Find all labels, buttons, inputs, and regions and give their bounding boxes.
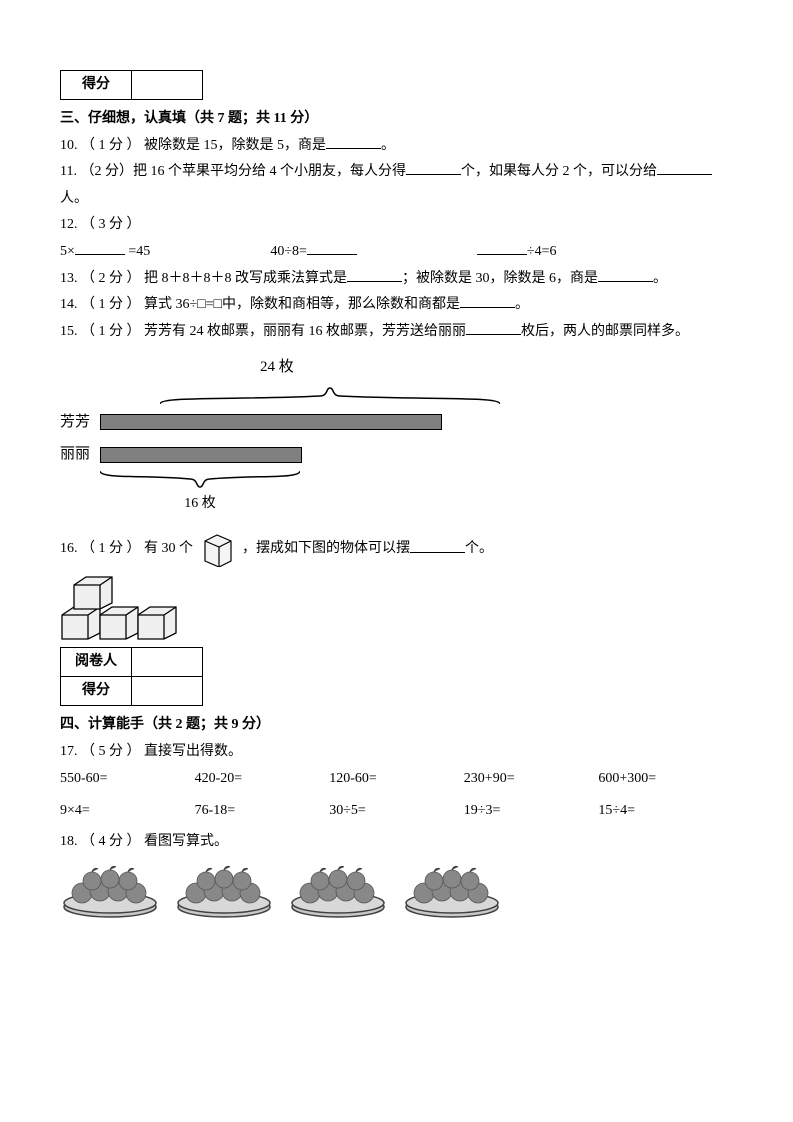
- calc-cell: 15÷4=: [598, 798, 733, 825]
- q12-3b: ÷4=6: [527, 244, 557, 259]
- plate-icon: [60, 863, 160, 919]
- score-label: 得分: [61, 71, 132, 100]
- blank[interactable]: [75, 240, 125, 255]
- plate-icon: [174, 863, 274, 919]
- calc-cell: 19÷3=: [464, 798, 599, 825]
- q16-end: 个。: [465, 542, 493, 557]
- score-table-2: 阅卷人 得分: [60, 647, 203, 706]
- plate-icon: [402, 863, 502, 919]
- score2-value: [132, 677, 203, 706]
- q11-end: 人。: [60, 186, 733, 213]
- q11a: 11. （2 分）把 16 个苹果平均分给 4 个小朋友，每人分得: [60, 164, 406, 179]
- q14-end: 。: [515, 297, 529, 312]
- bar-label-ff: 芳芳: [60, 408, 100, 437]
- brace-top: [160, 382, 733, 408]
- question-16: 16. （ 1 分 ） 有 30 个 ，摆成如下图的物体可以摆 个。: [60, 531, 733, 567]
- q12-2: 40÷8=: [270, 239, 357, 266]
- chart-bot-label: 16 枚: [184, 491, 216, 518]
- q10-text: 10. （ 1 分 ） 被除数是 15，除数是 5，商是: [60, 138, 326, 153]
- brace-icon: [160, 382, 500, 408]
- question-17: 17. （ 5 分 ） 直接写出得数。: [60, 739, 733, 766]
- question-11: 11. （2 分）把 16 个苹果平均分给 4 个小朋友，每人分得 个，如果每人分…: [60, 159, 733, 186]
- question-12: 12. （ 3 分 ）: [60, 212, 733, 239]
- score-value: [132, 71, 203, 100]
- calc-grid: 550-60= 420-20= 120-60= 230+90= 600+300=…: [60, 766, 733, 825]
- bar-ll: [100, 447, 302, 463]
- q13-end: 。: [653, 271, 667, 286]
- q16a: 16. （ 1 分 ） 有 30 个: [60, 542, 193, 557]
- blank[interactable]: [347, 267, 402, 282]
- calc-cell: 230+90=: [464, 766, 599, 793]
- blank[interactable]: [598, 267, 653, 282]
- blank[interactable]: [460, 293, 515, 308]
- calc-cell: 76-18=: [195, 798, 330, 825]
- blank[interactable]: [410, 538, 465, 553]
- section-3-title: 三、仔细想，认真填（共 7 题；共 11 分）: [60, 106, 733, 133]
- blank[interactable]: [466, 320, 521, 335]
- calc-cell: 9×4=: [60, 798, 195, 825]
- q12-row: 5× =45 40÷8= ÷4=6: [60, 239, 733, 266]
- chart-top-label: 24 枚: [260, 353, 733, 382]
- blank[interactable]: [307, 240, 357, 255]
- calc-cell: 600+300=: [598, 766, 733, 793]
- bar-ff: [100, 414, 442, 430]
- bar-chart: 24 枚 芳芳 丽丽 16 枚: [60, 353, 733, 517]
- calc-cell: 550-60=: [60, 766, 195, 793]
- q15a: 15. （ 1 分 ） 芳芳有 24 枚邮票，丽丽有 16 枚邮票，芳芳送给丽丽: [60, 324, 466, 339]
- q13b: ；被除数是 30，除数是 6，商是: [402, 271, 598, 286]
- calc-cell: 420-20=: [195, 766, 330, 793]
- plate-icon: [288, 863, 388, 919]
- question-18: 18. （ 4 分 ） 看图写算式。: [60, 829, 733, 856]
- question-13: 13. （ 2 分 ） 把 8＋8＋8＋8 改写成乘法算式是 ；被除数是 30，除…: [60, 266, 733, 293]
- question-15: 15. （ 1 分 ） 芳芳有 24 枚邮票，丽丽有 16 枚邮票，芳芳送给丽丽…: [60, 319, 733, 346]
- question-14: 14. （ 1 分 ） 算式 36÷□=□中，除数和商相等，那么除数和商都是 。: [60, 292, 733, 319]
- blank[interactable]: [326, 134, 381, 149]
- cube-stack: [60, 571, 733, 641]
- blank[interactable]: [406, 160, 461, 175]
- cube-icon: [201, 531, 235, 567]
- q14a: 14. （ 1 分 ） 算式 36÷□=□中，除数和商相等，那么除数和商都是: [60, 297, 460, 312]
- q11b: 个，如果每人分 2 个，可以分给: [461, 164, 657, 179]
- bar-row-ll: 丽丽: [60, 440, 733, 469]
- brace-bottom-wrap: 16 枚: [100, 469, 300, 518]
- q15b: 枚后，两人的邮票同样多。: [521, 324, 689, 339]
- q13a: 13. （ 2 分 ） 把 8＋8＋8＋8 改写成乘法算式是: [60, 271, 347, 286]
- q12-1b: =45: [125, 244, 150, 259]
- question-10: 10. （ 1 分 ） 被除数是 15，除数是 5，商是 。: [60, 133, 733, 160]
- calc-cell: 120-60=: [329, 766, 464, 793]
- examiner-label: 阅卷人: [61, 648, 132, 677]
- blank[interactable]: [657, 160, 712, 175]
- examiner-value: [132, 648, 203, 677]
- brace-icon: [100, 469, 300, 491]
- q12-1: 5× =45: [60, 239, 150, 266]
- q12-3: ÷4=6: [477, 239, 557, 266]
- bar-row-ff: 芳芳: [60, 408, 733, 437]
- score-table-1: 得分: [60, 70, 203, 100]
- q16b: ，摆成如下图的物体可以摆: [242, 542, 410, 557]
- bar-label-ll: 丽丽: [60, 440, 100, 469]
- blank[interactable]: [477, 240, 527, 255]
- q12-1a: 5×: [60, 244, 75, 259]
- section-4-title: 四、计算能手（共 2 题；共 9 分）: [60, 712, 733, 739]
- q12-2a: 40÷8=: [270, 244, 307, 259]
- calc-cell: 30÷5=: [329, 798, 464, 825]
- plates-row: [60, 863, 733, 919]
- score2-label: 得分: [61, 677, 132, 706]
- q10-end: 。: [381, 138, 395, 153]
